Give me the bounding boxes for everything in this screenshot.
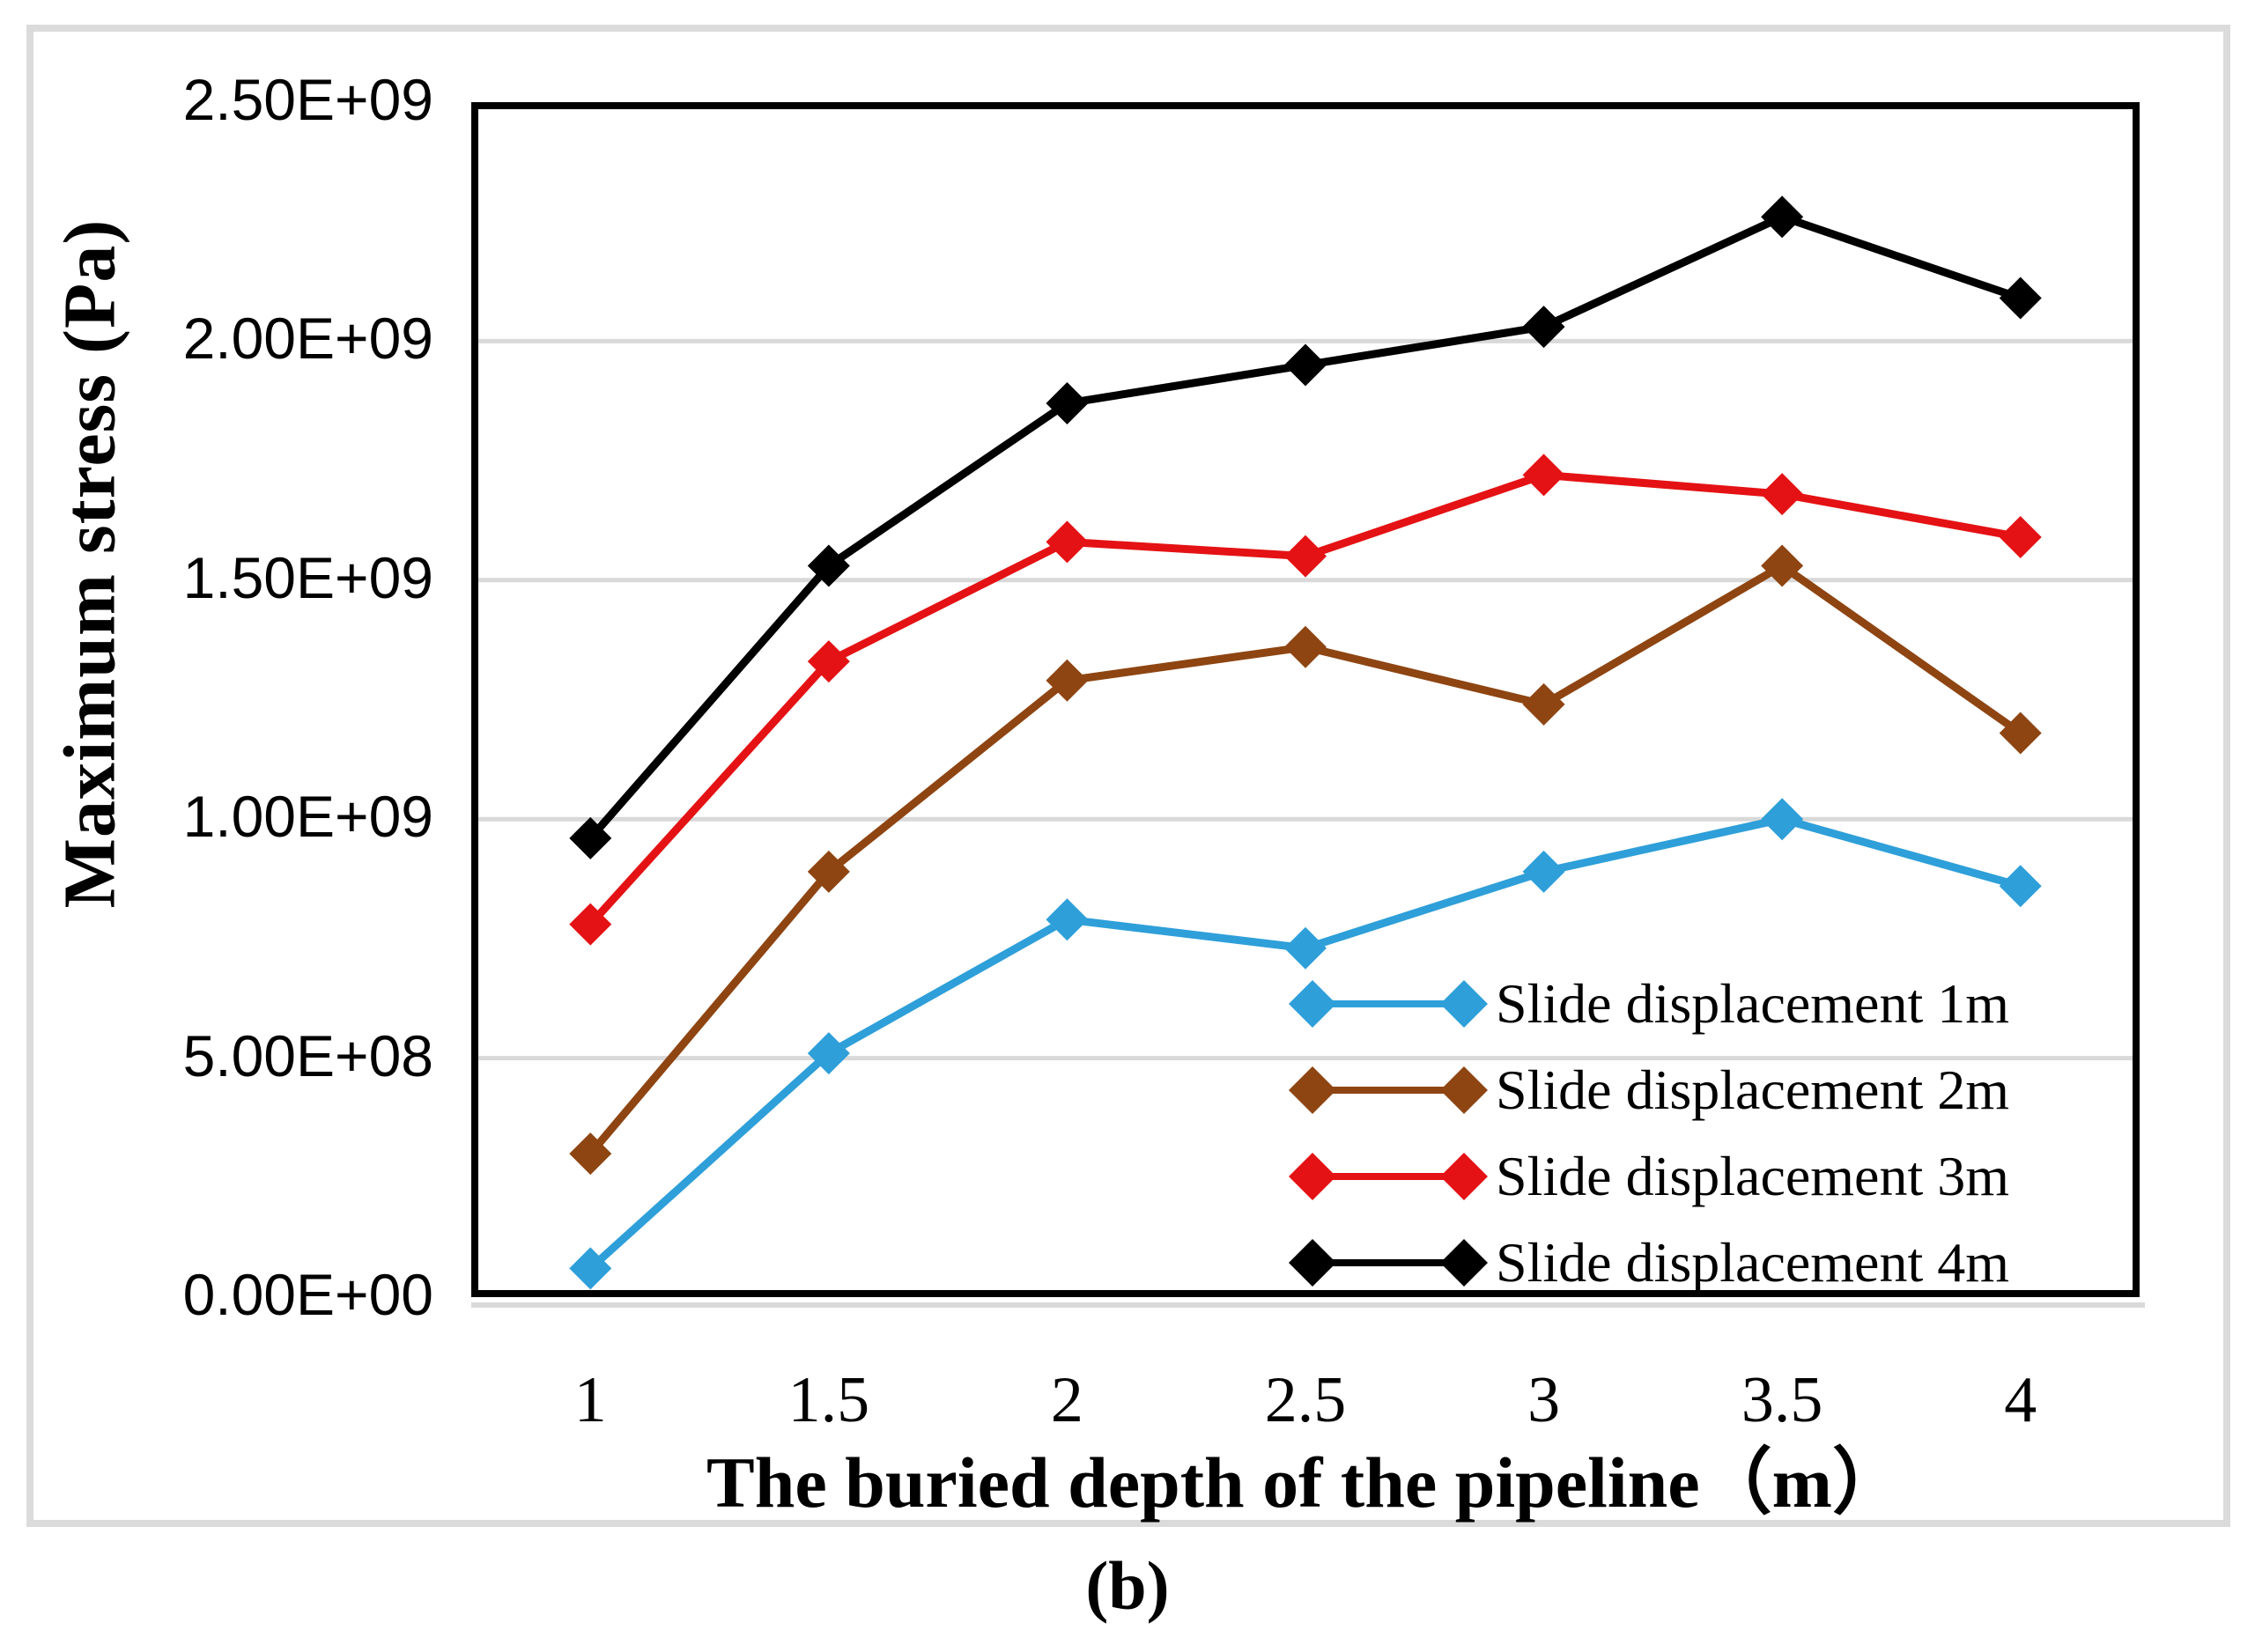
plot-border — [471, 102, 2140, 1297]
x-tick-label: 4 — [2004, 1364, 2037, 1436]
x-tick-label: 3.5 — [1741, 1364, 1823, 1436]
y-tick-label: 1.00E+09 — [182, 784, 433, 850]
x-tick-label: 1 — [573, 1364, 607, 1436]
data-point-marker — [1284, 343, 1327, 387]
x-axis-shadow — [471, 1302, 2145, 1308]
legend-marker-icon — [1289, 980, 1488, 1028]
x-tick-label: 2.5 — [1264, 1364, 1347, 1436]
data-point-marker — [569, 1247, 612, 1290]
y-tick-label: 2.50E+09 — [182, 66, 433, 132]
data-point-marker — [1999, 515, 2042, 558]
legend-item-label: Slide displacement 3m — [1496, 1145, 2009, 1207]
data-point-marker — [1522, 682, 1565, 726]
legend-item: Slide displacement 1m — [1288, 976, 2009, 1032]
y-tick-label: 5.00E+08 — [182, 1022, 433, 1088]
legend-marker-icon — [1289, 1066, 1488, 1114]
y-tick-label: 2.00E+09 — [182, 306, 433, 372]
x-tick-label: 3 — [1527, 1364, 1561, 1436]
data-point-marker — [1046, 381, 1089, 424]
data-point-marker — [807, 1032, 850, 1075]
data-point-marker — [1999, 712, 2042, 755]
x-tick-label: 1.5 — [787, 1364, 870, 1436]
data-point-marker — [1761, 798, 1804, 841]
x-tick-label: 2 — [1050, 1364, 1083, 1436]
data-point-marker — [807, 850, 850, 893]
legend-marker-icon — [1289, 1239, 1488, 1287]
data-point-marker — [1522, 850, 1565, 893]
data-point-marker — [1999, 865, 2042, 908]
data-point-marker — [807, 640, 850, 683]
data-point-marker — [1522, 454, 1565, 497]
data-point-marker — [569, 903, 612, 946]
figure-caption: (b) — [1085, 1547, 1170, 1624]
y-tick-label: 1.50E+09 — [182, 544, 433, 610]
data-point-marker — [807, 544, 850, 587]
legend-item: Slide displacement 4m — [1288, 1235, 2009, 1291]
data-point-marker — [569, 816, 612, 859]
data-point-marker — [569, 1132, 612, 1176]
legend-item: Slide displacement 3m — [1288, 1148, 2009, 1205]
legend-item-label: Slide displacement 4m — [1496, 1231, 2009, 1294]
data-point-marker — [1761, 544, 1804, 587]
data-point-marker — [1999, 277, 2042, 320]
series-line-4m — [587, 212, 2022, 841]
data-point-marker — [1046, 898, 1089, 941]
legend-item: Slide displacement 2m — [1288, 1062, 2009, 1118]
data-point-marker — [1761, 473, 1804, 516]
data-point-marker — [1046, 659, 1089, 702]
plot-area — [471, 102, 2140, 1297]
legend-item-label: Slide displacement 2m — [1496, 1058, 2009, 1121]
x-axis-title: The buried depth of the pipeline（m） — [706, 1442, 1904, 1523]
data-point-marker — [1284, 926, 1327, 970]
legend-item-label: Slide displacement 1m — [1496, 972, 2009, 1035]
data-point-marker — [1046, 520, 1089, 564]
data-point-marker — [1761, 195, 1804, 239]
figure-frame — [26, 25, 2230, 1527]
legend-marker-icon — [1289, 1153, 1488, 1200]
y-tick-label: 0.00E+00 — [182, 1261, 433, 1327]
data-point-marker — [1284, 625, 1327, 668]
data-point-marker — [1284, 535, 1327, 578]
data-point-marker — [1522, 306, 1565, 349]
